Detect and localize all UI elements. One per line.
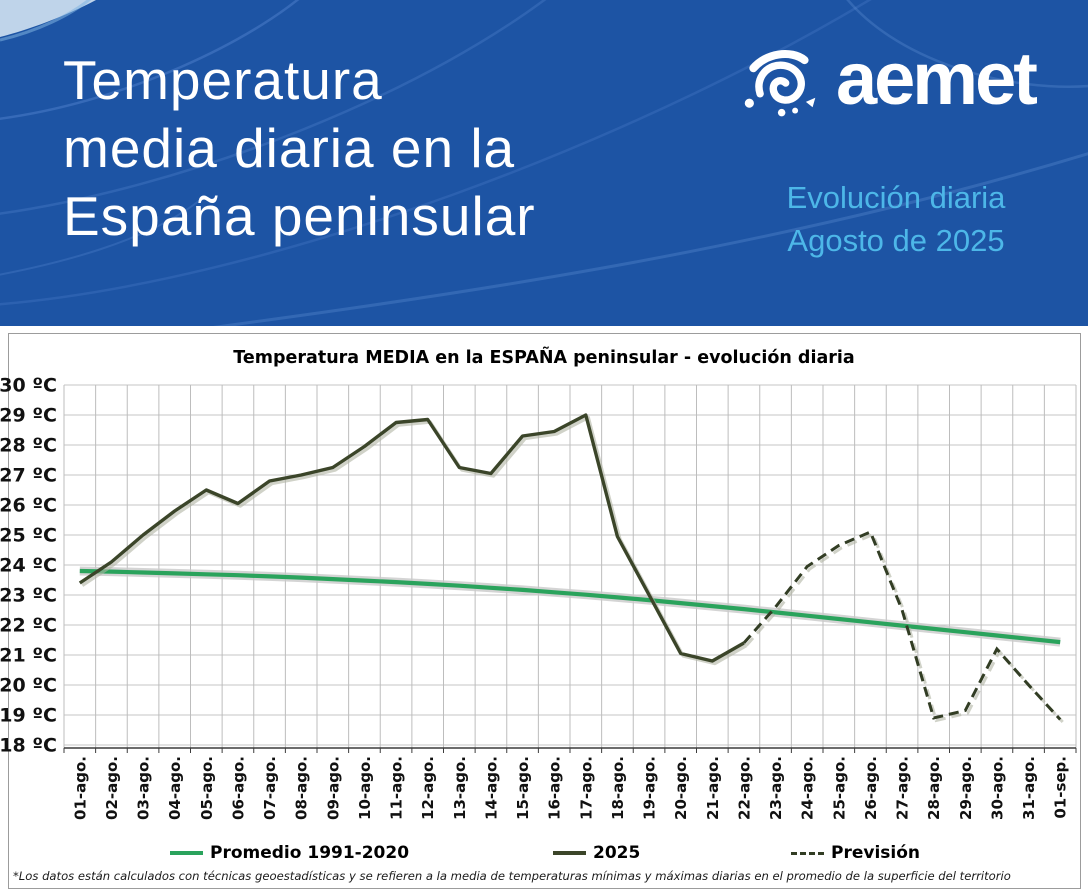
x-tick-label: 14-ago. — [482, 756, 500, 820]
x-tick-label: 16-ago. — [546, 756, 564, 820]
x-tick-label: 13-ago. — [451, 756, 469, 820]
y-tick-label: 24 ºC — [0, 555, 57, 577]
subtitle-line-1: Evolución diaria — [786, 180, 1006, 215]
subtitle-line-2: Agosto de 2025 — [787, 223, 1005, 258]
x-tick-label: 23-ago. — [767, 756, 785, 820]
x-tick-label: 17-ago. — [577, 756, 595, 820]
x-tick-label: 18-ago. — [609, 756, 627, 820]
x-tick-label: 19-ago. — [641, 756, 659, 820]
aemet-logotype: aemet — [836, 37, 1038, 120]
x-tick-label: 15-ago. — [514, 756, 532, 820]
aemet-spiral-icon — [744, 50, 816, 117]
x-tick-label: 10-ago. — [356, 756, 374, 820]
x-tick-label: 05-ago. — [198, 756, 216, 820]
page-title-line-3: España peninsular — [63, 185, 536, 247]
x-tick-label: 30-ago. — [988, 756, 1006, 820]
y-tick-label: 28 ºC — [0, 435, 57, 457]
y-axis-labels: 30 ºC 29 ºC 28 ºC 27 ºC 26 ºC 25 ºC 24 ºC 23 ºC… — [0, 375, 57, 757]
prevision-line — [742, 530, 1062, 721]
promedio-line — [79, 568, 1061, 645]
wave-pattern-decoration — [0, 0, 1088, 326]
x-tick-label: 26-ago. — [862, 756, 880, 820]
temperature-line-chart: 30 ºC 29 ºC 28 ºC 27 ºC 26 ºC 25 ºC 24 ºC 23 ºC… — [0, 375, 1077, 820]
y-tick-label: 23 ºC — [0, 585, 57, 607]
y-tick-label: 26 ºC — [0, 495, 57, 517]
chart-title: Temperatura MEDIA en la ESPAÑA peninsula… — [233, 348, 855, 368]
legend-item-2025: 2025 — [553, 843, 640, 863]
x-tick-label: 29-ago. — [957, 756, 975, 820]
x-axis-labels: 01-ago. 02-ago. 03-ago. 04-ago. 05-ago. 06-ag… — [71, 756, 1069, 820]
prevision-dashed-swatch-icon — [791, 851, 824, 855]
legend-label-prevision: Previsión — [831, 843, 921, 863]
page-title-line-2: media diaria en la — [63, 117, 516, 179]
header-subtitle: Evolución diaria Agosto de 2025 — [742, 176, 1050, 262]
x-tick-label: 06-ago. — [229, 756, 247, 820]
x-tick-label: 24-ago. — [799, 756, 817, 820]
x-tick-label: 09-ago. — [324, 756, 342, 820]
x-tick-label: 02-ago. — [103, 756, 121, 820]
x-tick-label: 08-ago. — [293, 756, 311, 820]
x-tick-label: 01-sep. — [1052, 756, 1070, 819]
x-tick-label: 28-ago. — [925, 756, 943, 820]
legend-item-prevision: Previsión — [791, 843, 920, 863]
y-tick-label: 21 ºC — [0, 645, 57, 667]
y-tick-label: 18 ºC — [0, 735, 57, 757]
page-title-line-1: Temperatura — [63, 49, 383, 111]
x-tick-label: 12-ago. — [419, 756, 437, 820]
x-tick-label: 27-ago. — [894, 756, 912, 820]
x-tick-label: 31-ago. — [1020, 756, 1038, 820]
legend-label-2025: 2025 — [593, 843, 641, 863]
y-tick-label: 29 ºC — [0, 405, 57, 427]
promedio-line-swatch-icon — [170, 851, 203, 855]
y-tick-label: 19 ºC — [0, 705, 57, 727]
header-banner: Temperatura media diaria en la España pe… — [0, 0, 1088, 326]
x-tick-label: 04-ago. — [166, 756, 184, 820]
x-tick-label: 03-ago. — [135, 756, 153, 820]
x-tick-label: 22-ago. — [735, 756, 753, 820]
y-tick-label: 25 ºC — [0, 525, 57, 547]
grid-lines — [63, 384, 1077, 748]
y-tick-label: 22 ºC — [0, 615, 57, 637]
x-tick-label: 11-ago. — [388, 756, 406, 820]
x-tick-label: 07-ago. — [261, 756, 279, 820]
x-axis — [63, 747, 1077, 753]
page-title: Temperatura media diaria en la España pe… — [63, 46, 536, 250]
x-tick-label: 25-ago. — [830, 756, 848, 820]
y-tick-label: 30 ºC — [0, 375, 57, 397]
x-tick-label: 20-ago. — [672, 756, 690, 820]
aemet-logo: aemet — [742, 37, 1038, 120]
line-2025-swatch-icon — [553, 851, 586, 855]
data-source-footnote: *Los datos están calculados con técnicas… — [13, 869, 1011, 883]
line-2025-shadow — [81, 415, 748, 666]
legend-item-promedio: Promedio 1991-2020 — [170, 843, 409, 863]
legend-label-promedio: Promedio 1991-2020 — [210, 843, 410, 863]
x-tick-label: 01-ago. — [71, 756, 89, 820]
line-2025 — [78, 413, 745, 663]
y-tick-label: 20 ºC — [0, 675, 57, 697]
x-tick-label: 21-ago. — [704, 756, 722, 820]
y-tick-label: 27 ºC — [0, 465, 57, 487]
